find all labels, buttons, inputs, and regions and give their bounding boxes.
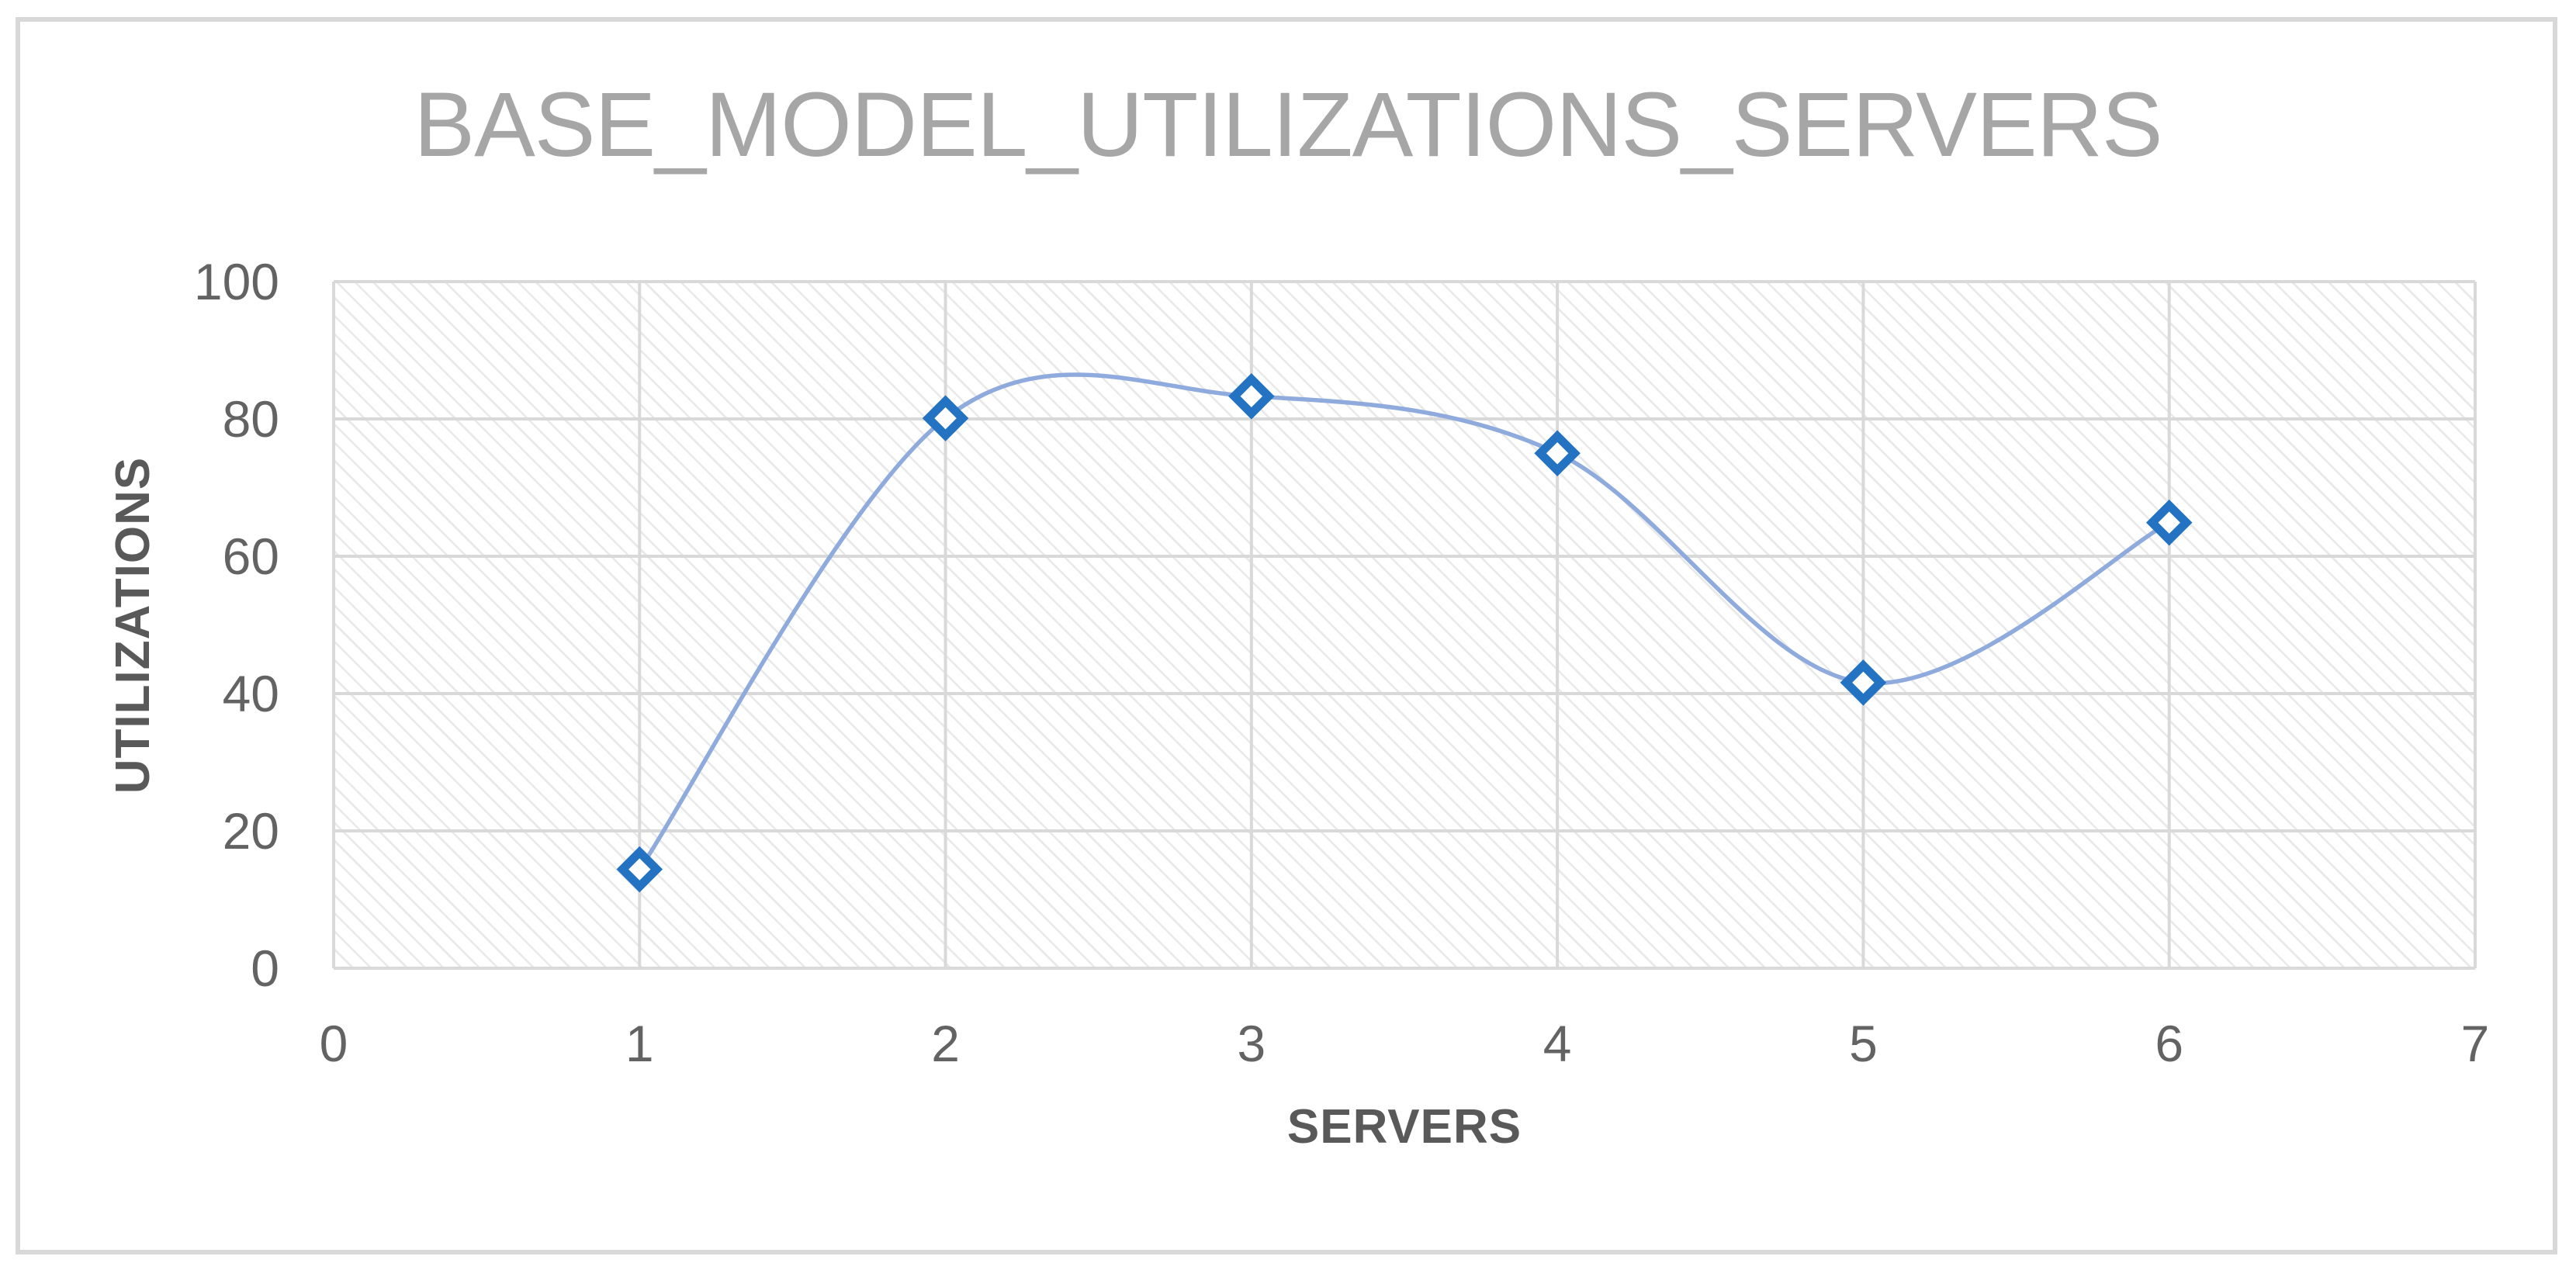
- x-tick-label: 3: [1237, 1015, 1266, 1072]
- data-point-marker: [616, 846, 663, 893]
- y-tick-label: 80: [222, 390, 279, 448]
- y-axis-title: UTILIZATIONS: [106, 456, 160, 794]
- chart-frame-border: [16, 17, 2557, 1254]
- y-tick-label: 60: [222, 528, 279, 585]
- x-tick-label: 7: [2460, 1015, 2490, 1072]
- plot-canvas: [332, 280, 2477, 970]
- y-tick-label: 20: [222, 802, 279, 860]
- data-point-marker: [1228, 373, 1275, 420]
- x-tick-label: 1: [625, 1015, 654, 1072]
- x-tick-label: 6: [2155, 1015, 2184, 1072]
- data-point-marker: [2145, 499, 2193, 546]
- y-tick-label: 40: [222, 665, 279, 722]
- y-tick-label: 100: [193, 253, 279, 310]
- x-tick-label: 4: [1542, 1015, 1572, 1072]
- data-point-marker: [1534, 430, 1581, 477]
- data-point-marker: [1840, 659, 1887, 706]
- x-tick-label: 5: [1849, 1015, 1878, 1072]
- data-point-marker: [922, 395, 969, 441]
- plot-area: [332, 280, 2477, 970]
- series-line: [638, 372, 2170, 871]
- x-tick-label: 0: [319, 1015, 348, 1072]
- x-tick-label: 2: [931, 1015, 960, 1072]
- y-tick-label: 0: [251, 940, 279, 997]
- x-axis-title: SERVERS: [1286, 1100, 1522, 1154]
- chart-title: BASE_MODEL_UTILIZATIONS_SERVERS: [414, 74, 2162, 176]
